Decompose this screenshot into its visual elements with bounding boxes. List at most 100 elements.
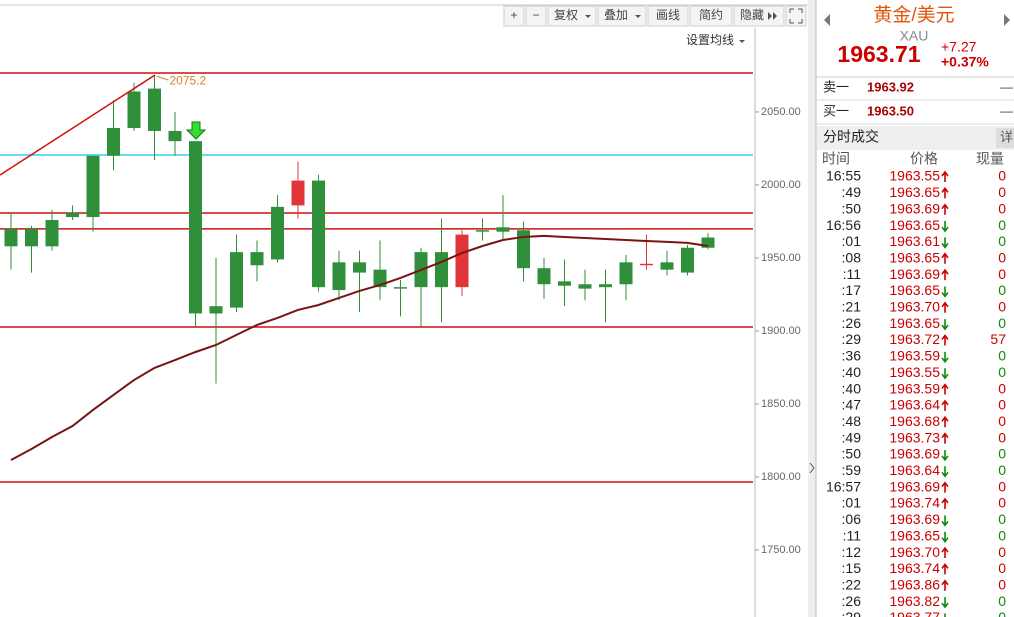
trade-direction: [941, 579, 949, 591]
trade-volume: 0: [998, 560, 1006, 576]
trade-volume: 0: [998, 233, 1006, 249]
y-tick-label: 2000.00: [761, 179, 801, 191]
trade-volume: 0: [998, 348, 1006, 364]
trade-volume: 0: [998, 299, 1006, 315]
trade-direction: [941, 415, 949, 428]
trade-time: :48: [842, 413, 862, 429]
toolbar-button[interactable]: [733, 5, 785, 27]
candle-body: [312, 180, 325, 288]
candle-body: [25, 228, 38, 247]
toolbar-button[interactable]: [525, 5, 547, 27]
trade-volume: 0: [998, 544, 1006, 560]
candle-body: [291, 180, 305, 206]
fullscreen-icon: [789, 8, 803, 24]
trade-direction: [941, 399, 949, 411]
trade-direction: [941, 301, 949, 313]
ma-setting[interactable]: 设置均线: [686, 33, 734, 47]
column-header: 价格: [910, 151, 938, 167]
toolbar-button[interactable]: [503, 5, 525, 27]
trade-time: :21: [842, 299, 862, 315]
trade-volume: 57: [990, 331, 1006, 347]
trade-price: 1963.68: [889, 413, 940, 429]
trade-price: 1963.70: [889, 299, 940, 315]
y-tick-label: 1900.00: [761, 325, 801, 337]
candle-body: [189, 141, 202, 314]
expand-icon: [768, 12, 777, 20]
column-header: 现量: [976, 151, 1004, 167]
trade-price: 1963.70: [889, 544, 940, 560]
toolbar-button[interactable]: [647, 5, 689, 27]
order-price: 1963.50: [867, 103, 914, 118]
trade-price: 1963.69: [889, 511, 940, 527]
candle-body: [230, 252, 243, 308]
candle-body: [701, 237, 715, 248]
column-header: 时间: [822, 151, 850, 167]
dropdown-icon: [635, 15, 641, 18]
candle-body: [496, 227, 510, 232]
candle-body: [332, 262, 346, 291]
dropdown-icon: [585, 15, 591, 18]
candle-body: [660, 262, 674, 270]
y-tick-label: 1950.00: [761, 252, 801, 264]
trade-direction: [941, 531, 949, 544]
trade-price: 1963.69: [889, 200, 940, 216]
toolbar-label: 叠加: [604, 8, 628, 22]
toolbar-label: 简约: [699, 7, 723, 22]
trade-direction: [941, 515, 949, 527]
moving-average: [10, 234, 709, 461]
toolbar-button[interactable]: [547, 5, 597, 27]
trend-line: [0, 74, 156, 176]
trade-direction: [941, 221, 949, 233]
candle-body: [148, 88, 161, 131]
trade-time: :47: [842, 397, 862, 413]
y-tick-label: 2050.00: [761, 106, 801, 118]
trade-price: 1963.77: [889, 609, 940, 617]
trade-price: 1963.72: [889, 331, 940, 347]
trade-direction: [941, 319, 949, 331]
trade-price: 1963.69: [889, 478, 940, 494]
scrollbar[interactable]: [808, 0, 816, 617]
dropdown-icon: [739, 40, 745, 43]
trades-header: [817, 126, 1014, 150]
trade-time: :40: [842, 380, 862, 396]
toolbar-label: 复权: [554, 8, 578, 22]
instrument-name: 黄金/美元: [873, 4, 954, 26]
trade-volume: 0: [998, 576, 1006, 592]
trade-direction: [941, 466, 949, 478]
trade-volume: 0: [998, 364, 1006, 380]
trade-volume: 0: [998, 495, 1006, 511]
trade-price: 1963.65: [889, 527, 940, 543]
prev-icon[interactable]: [824, 14, 830, 26]
next-icon[interactable]: [1004, 14, 1010, 26]
trade-time: :50: [842, 446, 862, 462]
trade-time: 16:55: [826, 168, 861, 184]
trade-volume: 0: [998, 511, 1006, 527]
trade-volume: 0: [998, 200, 1006, 216]
order-volume: —: [1000, 79, 1013, 94]
trade-price: 1963.64: [889, 397, 940, 413]
fullscreen-button[interactable]: [785, 5, 807, 27]
plot-area: 1750.00 1800.00 1850.00 1900.00 1950.00 2000.…: [0, 72, 801, 556]
candle-body: [168, 130, 182, 142]
trade-time: :49: [842, 184, 862, 200]
trade-direction: [944, 613, 946, 617]
trade-direction: [941, 432, 949, 444]
candle-body: [4, 228, 18, 247]
candle-body: [86, 155, 100, 218]
peak-pointer: [156, 75, 169, 81]
trade-time: :36: [842, 348, 862, 364]
toolbar-button[interactable]: [597, 5, 647, 27]
collapse-icon: [809, 462, 815, 474]
instrument-code: XAU: [900, 28, 929, 44]
trade-time: :26: [842, 593, 862, 609]
toolbar-label: +: [510, 8, 517, 22]
detail-button[interactable]: [996, 128, 1014, 148]
trade-time: :01: [842, 233, 862, 249]
trade-price: 1963.73: [889, 429, 940, 445]
trade-price: 1963.65: [889, 184, 940, 200]
candle-body: [394, 287, 407, 289]
candle-body: [599, 284, 612, 288]
toolbar-button[interactable]: [689, 5, 733, 27]
